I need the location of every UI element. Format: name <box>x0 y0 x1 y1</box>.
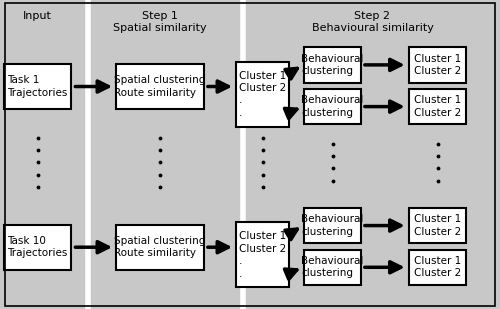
Bar <box>236 222 289 287</box>
Bar <box>116 225 204 269</box>
Text: Step 1
Spatial similarity: Step 1 Spatial similarity <box>113 11 207 33</box>
Bar <box>116 64 204 109</box>
Text: Behavioural
clustering: Behavioural clustering <box>302 256 364 278</box>
Text: Cluster 1
Cluster 2: Cluster 1 Cluster 2 <box>414 54 461 76</box>
Bar <box>409 250 466 285</box>
Bar <box>4 225 71 269</box>
Bar <box>304 89 361 124</box>
Text: Behavioural
clustering: Behavioural clustering <box>302 214 364 237</box>
Text: Task 10
Trajectories: Task 10 Trajectories <box>8 236 68 258</box>
Text: Spatial clustering
Route similarity: Spatial clustering Route similarity <box>114 236 206 258</box>
Bar <box>409 47 466 83</box>
Text: Task 1
Trajectories: Task 1 Trajectories <box>8 75 68 98</box>
Text: Behavioural
clustering: Behavioural clustering <box>302 95 364 118</box>
Text: Behavioural
clustering: Behavioural clustering <box>302 54 364 76</box>
Text: Cluster 1
Cluster 2: Cluster 1 Cluster 2 <box>414 95 461 118</box>
Text: Step 2
Behavioural similarity: Step 2 Behavioural similarity <box>312 11 434 33</box>
Bar <box>409 89 466 124</box>
Bar <box>304 208 361 243</box>
Text: Cluster 1
Cluster 2
.
.: Cluster 1 Cluster 2 . . <box>239 231 286 278</box>
Text: Cluster 1
Cluster 2: Cluster 1 Cluster 2 <box>414 214 461 237</box>
Bar <box>304 250 361 285</box>
Text: Cluster 1
Cluster 2
.
.: Cluster 1 Cluster 2 . . <box>239 71 286 118</box>
Text: Spatial clustering
Route similarity: Spatial clustering Route similarity <box>114 75 206 98</box>
Bar <box>4 64 71 109</box>
Bar <box>304 47 361 83</box>
Bar <box>409 208 466 243</box>
Text: Cluster 1
Cluster 2: Cluster 1 Cluster 2 <box>414 256 461 278</box>
Text: Input: Input <box>23 11 52 21</box>
Bar <box>236 62 289 127</box>
